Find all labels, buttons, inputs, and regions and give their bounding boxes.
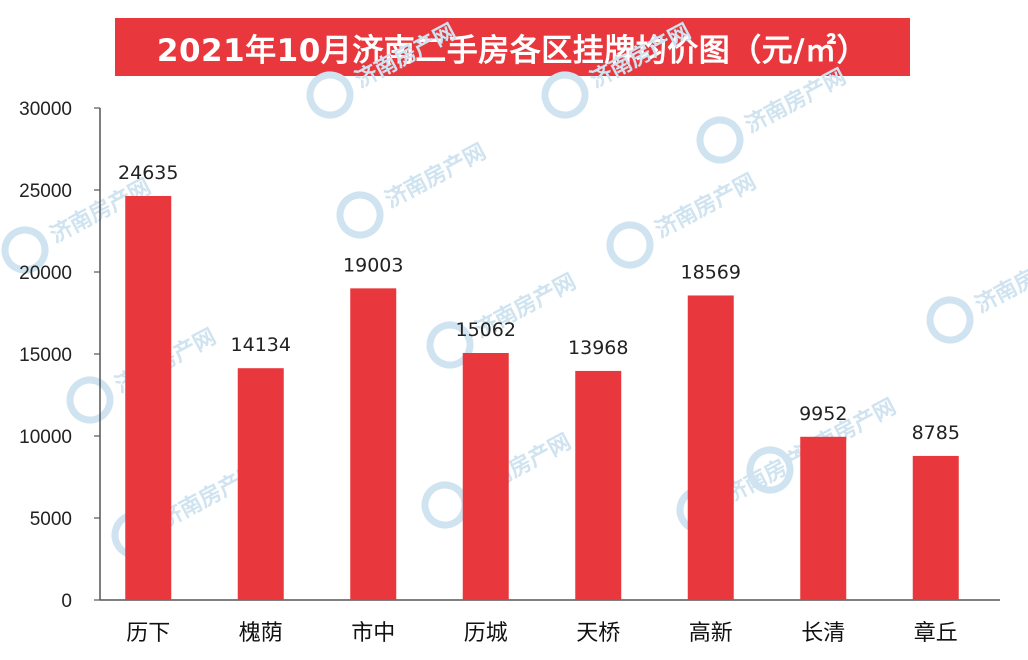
chart-title-banner: 2021年10月济南二手房各区挂牌均价图（元/㎡） bbox=[115, 18, 910, 76]
watermark-logo-icon bbox=[696, 116, 744, 164]
watermark-logo-icon bbox=[426, 321, 474, 369]
x-tick-label: 历城 bbox=[464, 621, 508, 646]
watermark-text: 济南房产网 bbox=[651, 169, 760, 244]
y-tick-label: 0 bbox=[61, 591, 72, 612]
x-tick-label: 槐荫 bbox=[239, 621, 283, 646]
watermark: 济南房产网 bbox=[606, 169, 760, 269]
watermark-text: 济南房产网 bbox=[381, 139, 490, 214]
x-tick-label: 章丘 bbox=[914, 621, 958, 646]
watermark: 济南房产网 bbox=[541, 19, 695, 119]
y-tick-label: 10000 bbox=[19, 427, 72, 448]
data-label: 9952 bbox=[799, 403, 847, 425]
bar-历城 bbox=[462, 352, 509, 600]
watermark: 济南房产网 bbox=[696, 64, 850, 164]
watermark-text: 济南房产网 bbox=[971, 244, 1028, 319]
data-label: 19003 bbox=[343, 254, 403, 276]
y-tick-label: 25000 bbox=[19, 181, 72, 202]
watermark-text: 济南房产网 bbox=[741, 64, 850, 139]
watermark-text: 济南房产网 bbox=[586, 19, 695, 94]
watermark-text: 济南房产网 bbox=[351, 19, 460, 94]
data-label: 24635 bbox=[118, 162, 178, 184]
watermark-logo-icon bbox=[66, 376, 114, 424]
x-tick-label: 历下 bbox=[126, 621, 170, 646]
x-tick-label: 天桥 bbox=[576, 621, 620, 646]
y-tick-label: 5000 bbox=[30, 509, 72, 530]
data-labels: 24635 历下 14134 槐荫 19003 市中 15062 历城 13968 天桥 18569… bbox=[118, 162, 960, 646]
bar-高新 bbox=[687, 295, 734, 600]
watermark-logo-icon bbox=[1, 226, 49, 274]
x-tick-label: 高新 bbox=[689, 621, 733, 646]
bar-天桥 bbox=[575, 370, 622, 600]
data-label: 8785 bbox=[912, 422, 960, 444]
watermark-logo-icon bbox=[336, 191, 384, 239]
y-tick-label: 15000 bbox=[19, 345, 72, 366]
bar-长清 bbox=[800, 436, 847, 600]
watermark: 济南房产网 bbox=[926, 244, 1028, 344]
data-label: 15062 bbox=[456, 319, 516, 341]
data-label: 13968 bbox=[568, 337, 628, 359]
y-tick-label: 30000 bbox=[19, 99, 72, 120]
watermark: 济南房产网 bbox=[306, 19, 460, 119]
watermark-logo-icon bbox=[421, 481, 469, 529]
y-tick-label: 20000 bbox=[19, 263, 72, 284]
watermark-logo-icon bbox=[926, 296, 974, 344]
watermark-logo-icon bbox=[306, 71, 354, 119]
bar-槐荫 bbox=[237, 368, 284, 600]
data-label: 14134 bbox=[231, 334, 291, 356]
watermark-logo-icon bbox=[541, 71, 589, 119]
bar-章丘 bbox=[912, 455, 959, 600]
x-tick-label: 长清 bbox=[801, 621, 845, 646]
watermark: 济南房产网 bbox=[336, 139, 490, 239]
watermark-logo-icon bbox=[746, 446, 794, 494]
watermark-logo-icon bbox=[606, 221, 654, 269]
bar-历下 bbox=[125, 195, 172, 600]
bar-series bbox=[125, 195, 959, 600]
data-label: 18569 bbox=[681, 261, 741, 283]
bar-市中 bbox=[350, 288, 397, 600]
x-tick-label: 市中 bbox=[351, 621, 395, 646]
chart-axes: 0 5000 10000 15000 20000 25000 30000 bbox=[19, 99, 1000, 612]
chart-title: 2021年10月济南二手房各区挂牌均价图（元/㎡） bbox=[156, 32, 869, 69]
